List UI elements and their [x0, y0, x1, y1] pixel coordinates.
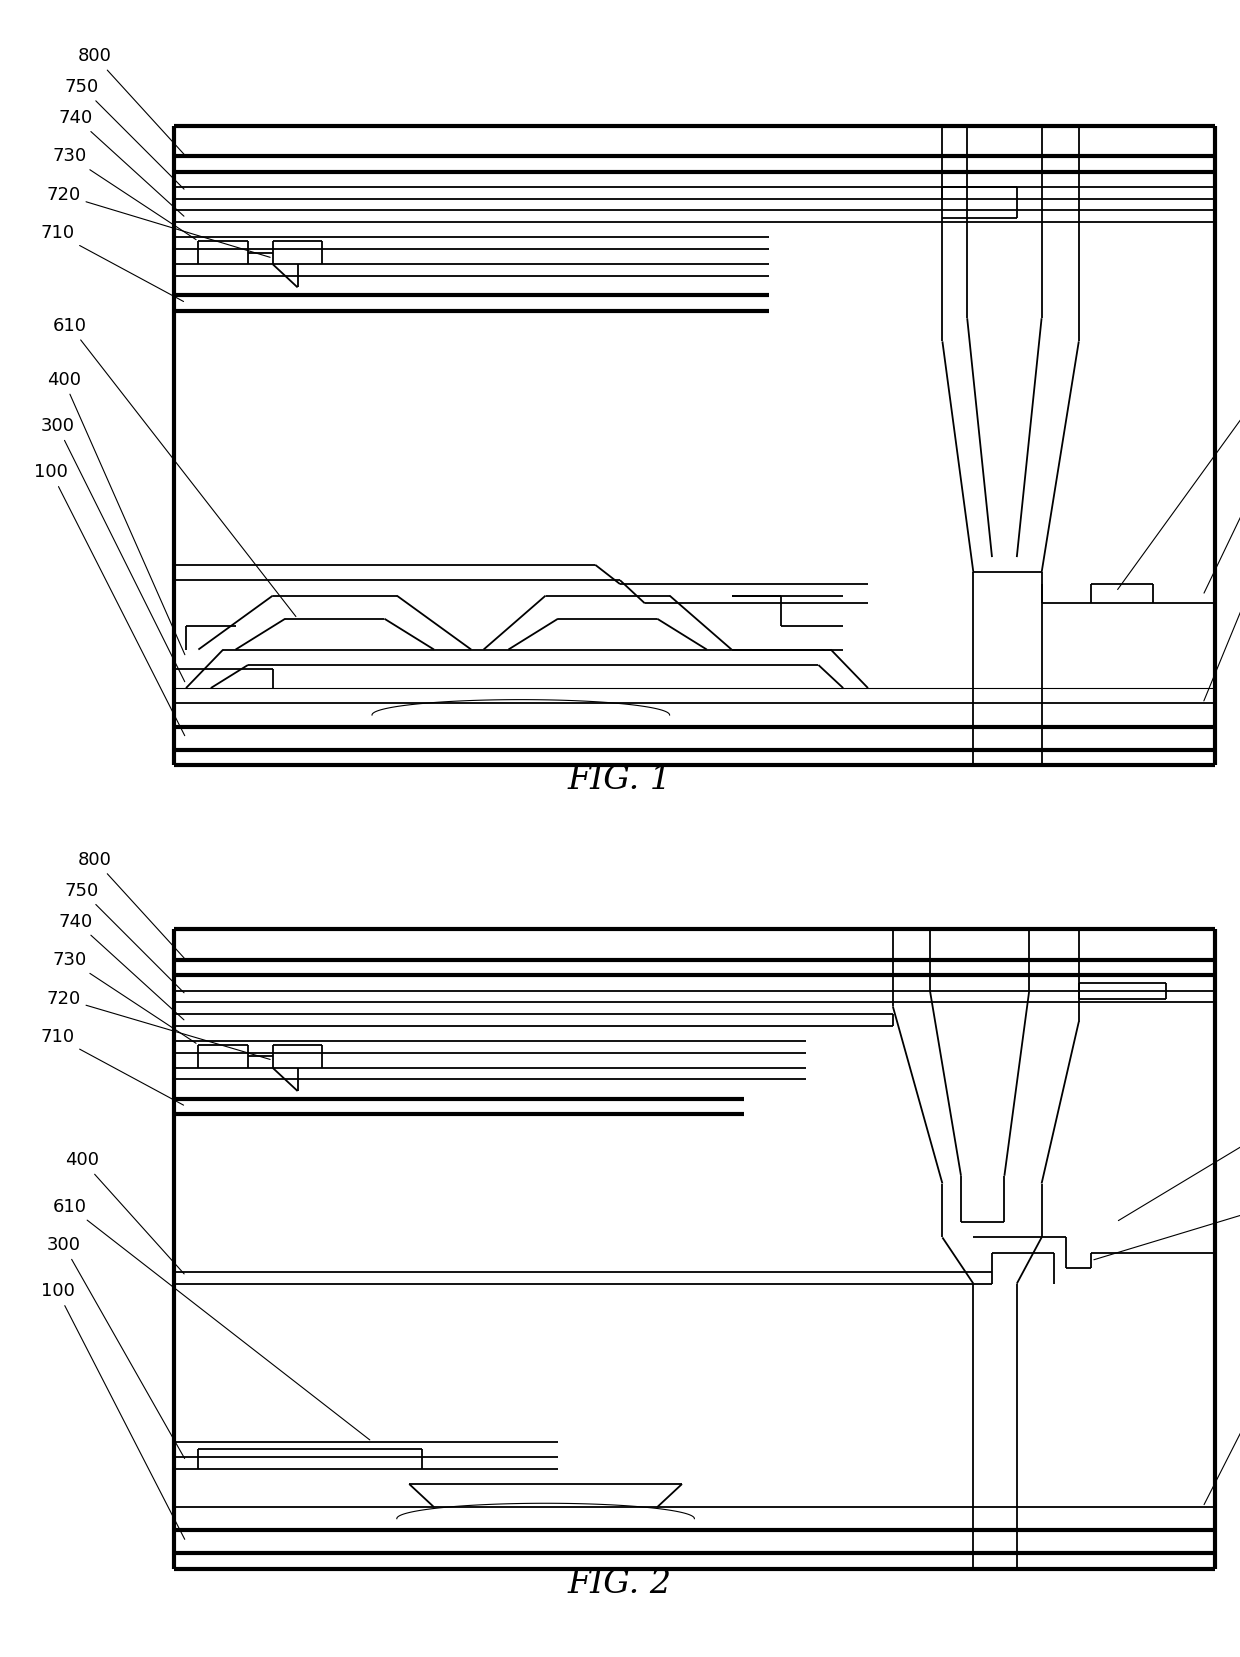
Text: 710: 710 [40, 1027, 184, 1105]
Text: 610: 610 [53, 1198, 370, 1440]
Text: 300: 300 [41, 418, 185, 681]
Text: 800: 800 [78, 852, 184, 958]
Text: 720: 720 [46, 186, 270, 257]
Text: 750: 750 [64, 78, 184, 189]
Text: 300: 300 [47, 1236, 185, 1458]
Text: FIG. 1: FIG. 1 [568, 764, 672, 795]
Text: 720: 720 [46, 989, 270, 1059]
Text: 730: 730 [52, 951, 196, 1044]
Text: 800: 800 [78, 48, 184, 154]
Text: FIG. 2: FIG. 2 [568, 1568, 672, 1599]
Text: 710: 710 [40, 224, 184, 302]
Text: 500: 500 [1204, 447, 1240, 593]
Text: 610: 610 [53, 316, 296, 616]
Text: 740: 740 [58, 109, 184, 215]
Text: 500: 500 [1094, 1198, 1240, 1259]
Text: 740: 740 [58, 913, 184, 1019]
Text: 200: 200 [1204, 532, 1240, 701]
Text: 620: 620 [1118, 1120, 1240, 1221]
Text: 620: 620 [1117, 371, 1240, 590]
Text: 200: 200 [1204, 1367, 1240, 1505]
Text: 400: 400 [66, 1152, 185, 1274]
Text: 730: 730 [52, 147, 196, 240]
Text: 400: 400 [47, 371, 185, 655]
Text: 100: 100 [41, 1283, 185, 1539]
Text: 750: 750 [64, 882, 184, 993]
Text: 100: 100 [35, 464, 185, 736]
